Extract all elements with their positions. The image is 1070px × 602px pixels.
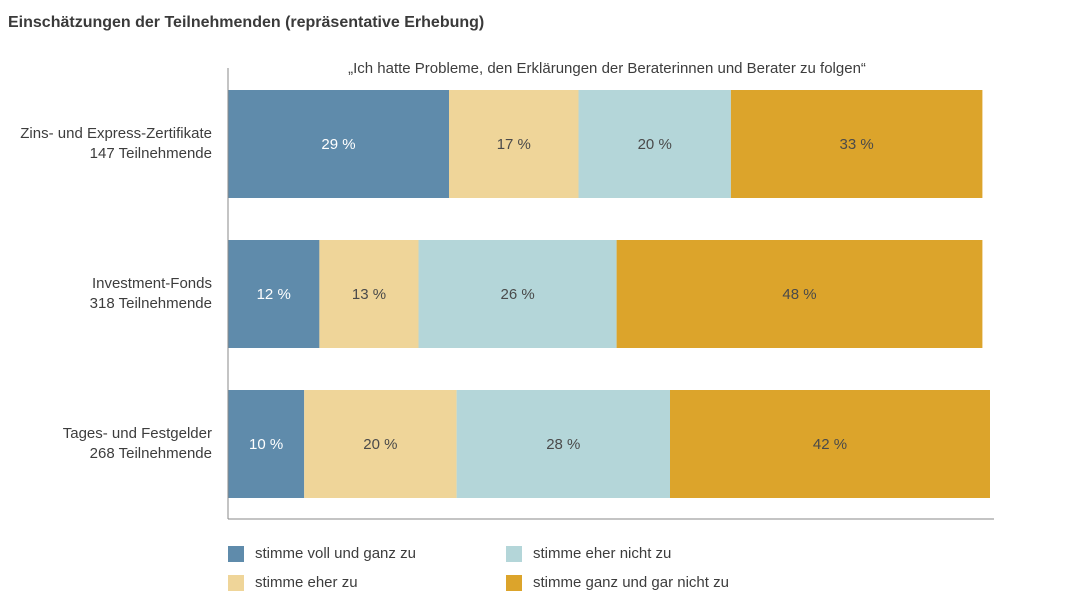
bar-value-label: 28 %	[546, 436, 580, 453]
legend-swatch	[506, 545, 522, 562]
bar-value-label: 10 %	[249, 436, 283, 453]
bar-segment	[228, 390, 305, 498]
bar-value-label: 29 %	[321, 136, 355, 153]
legend-swatch	[506, 574, 522, 591]
stacked-bar-chart: „Ich hatte Probleme, den Erklärungen der…	[20, 60, 994, 520]
bar-value-label: 26 %	[500, 286, 534, 303]
bars-layer: 29 % 17 % 20 % 33 % 12 % 13 % 26 % 48 % 10 % 20 %…	[228, 90, 990, 498]
bar-segment	[418, 240, 617, 348]
legend: stimme voll und ganz zu stimme eher zu s…	[228, 545, 828, 601]
bar-value-label: 48 %	[782, 286, 816, 303]
bar-value-label: 20 %	[638, 136, 672, 153]
category-count-label: 318 Teilnehmende	[90, 295, 212, 312]
bar-value-label: 13 %	[352, 286, 386, 303]
legend-label: stimme voll und ganz zu	[255, 545, 416, 562]
category-label: Tages- und Festgelder	[63, 425, 212, 442]
bar-value-label: 33 %	[839, 136, 873, 153]
legend-item-voll: stimme voll und ganz zu	[228, 545, 416, 562]
bar-segment	[616, 240, 983, 348]
bar-segment	[578, 90, 731, 198]
legend-label: stimme ganz und gar nicht zu	[533, 574, 729, 591]
legend-swatch	[228, 574, 244, 591]
bar-value-label: 42 %	[813, 436, 847, 453]
legend-item-eher-nicht: stimme eher nicht zu	[506, 545, 671, 562]
bar-value-label: 17 %	[497, 136, 531, 153]
category-label: Investment-Fonds	[92, 275, 212, 292]
bar-segment	[670, 390, 990, 498]
legend-item-gar-nicht: stimme ganz und gar nicht zu	[506, 574, 729, 591]
legend-item-eher-zu: stimme eher zu	[228, 574, 358, 591]
bar-segment	[304, 390, 457, 498]
bar-value-label: 12 %	[257, 286, 291, 303]
chart-title: Einschätzungen der Teilnehmenden (repräs…	[8, 14, 485, 31]
bar-value-label: 20 %	[363, 436, 397, 453]
category-labels: Zins- und Express-Zertifikate 147 Teilneh…	[20, 125, 212, 462]
bar-segment	[456, 390, 670, 498]
legend-label: stimme eher nicht zu	[533, 545, 672, 562]
bar-segment	[730, 90, 983, 198]
bar-segment	[319, 240, 419, 348]
bar-segment	[228, 90, 449, 198]
category-count-label: 268 Teilnehmende	[90, 445, 212, 462]
legend-swatch	[228, 545, 244, 562]
bar-segment	[449, 90, 579, 198]
category-label: Zins- und Express-Zertifikate	[20, 125, 212, 142]
category-count-label: 147 Teilnehmende	[90, 145, 212, 162]
chart-subtitle: „Ich hatte Probleme, den Erklärungen der…	[348, 60, 866, 77]
legend-label: stimme eher zu	[255, 574, 358, 591]
bar-segment	[228, 240, 320, 348]
